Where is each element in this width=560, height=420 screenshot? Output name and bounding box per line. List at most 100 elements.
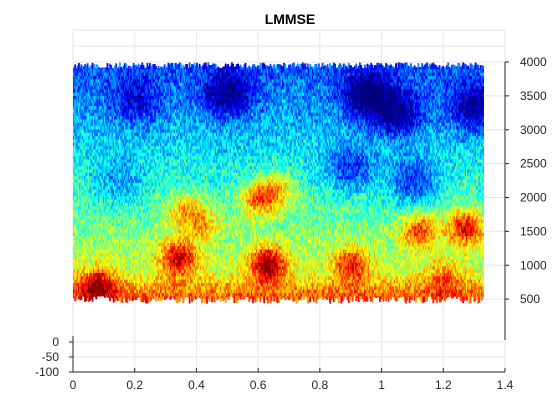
- surface-cell: [100, 118, 103, 123]
- surface-cell: [96, 252, 99, 257]
- surface-cell: [100, 105, 103, 110]
- surface-cell: [111, 282, 114, 287]
- surface-cell: [110, 115, 113, 120]
- surface-cell: [110, 112, 113, 117]
- surface-cell: [135, 242, 138, 247]
- surface-cell: [137, 262, 140, 267]
- surface-cell: [122, 262, 125, 267]
- surface-cell: [90, 102, 93, 107]
- surface-cell: [91, 239, 94, 243]
- surface-cell: [77, 78, 80, 83]
- surface-cell: [77, 292, 80, 297]
- surface-cell: [79, 85, 82, 90]
- surface-cell: [132, 128, 135, 133]
- surface-cell: [85, 232, 88, 237]
- surface-cell: [117, 145, 120, 150]
- surface-cell: [115, 198, 118, 203]
- surface-cell: [120, 218, 123, 223]
- surface-cell: [73, 165, 75, 170]
- surface-cell: [74, 275, 77, 280]
- surface-cell: [74, 192, 77, 197]
- surface-cell: [94, 145, 96, 150]
- surface-cell: [125, 289, 128, 294]
- surface-cell: [116, 222, 119, 227]
- surface-cell: [135, 269, 138, 274]
- surface-cell: [104, 98, 106, 103]
- surface-cell: [92, 249, 95, 253]
- surface-cell: [77, 178, 80, 183]
- surface-cell: [89, 105, 92, 110]
- surface-cell: [126, 229, 129, 233]
- spectrogram-surface: [73, 62, 484, 304]
- surface-cell: [117, 155, 120, 160]
- surface-cell: [85, 245, 88, 250]
- surface-cell: [81, 138, 84, 143]
- surface-cell: [77, 168, 80, 173]
- surface-cell: [119, 205, 121, 210]
- surface-cell: [82, 249, 85, 253]
- surface-cell: [95, 255, 98, 260]
- surface-cell: [105, 85, 108, 90]
- surface-cell: [119, 282, 121, 287]
- surface-cell: [89, 279, 92, 284]
- surface-cell: [77, 198, 80, 203]
- surface-cell: [84, 142, 87, 147]
- surface-cell: [114, 85, 116, 90]
- surface-cell: [110, 178, 113, 183]
- surface-cell: [114, 195, 116, 200]
- surface-cell: [131, 82, 134, 87]
- surface-cell: [109, 75, 111, 80]
- surface-cell: [119, 132, 121, 137]
- surface-cell: [102, 218, 105, 223]
- surface-cell: [77, 218, 80, 223]
- surface-cell: [102, 212, 105, 217]
- surface-cell: [101, 72, 104, 77]
- surface-cell: [75, 178, 78, 183]
- surface-cell: [77, 95, 80, 100]
- surface-cell: [81, 222, 84, 227]
- surface-cell: [86, 202, 89, 207]
- surface-cell: [114, 138, 116, 143]
- surface-cell: [111, 108, 114, 113]
- surface-cell: [91, 192, 94, 197]
- surface-cell: [102, 208, 105, 213]
- surface-cell: [135, 105, 138, 110]
- surface-cell: [73, 205, 75, 210]
- surface-cell: [94, 172, 96, 177]
- surface-cell: [100, 289, 103, 294]
- surface-cell: [116, 225, 119, 230]
- surface-cell: [84, 282, 87, 287]
- surface-cell: [73, 88, 75, 93]
- surface-cell: [116, 182, 119, 187]
- surface-cell: [111, 135, 114, 140]
- surface-cell: [121, 112, 124, 117]
- surface-cell: [87, 205, 90, 210]
- surface-cell: [89, 262, 92, 267]
- surface-cell: [110, 165, 113, 170]
- surface-cell: [97, 92, 100, 97]
- surface-cell: [128, 128, 131, 133]
- surface-cell: [97, 172, 100, 177]
- surface-cell: [80, 229, 83, 233]
- surface-cell: [123, 122, 126, 127]
- surface-cell: [73, 225, 75, 230]
- surface-cell: [85, 175, 88, 180]
- surface-cell: [119, 289, 121, 294]
- surface-cell: [116, 272, 119, 277]
- surface-cell: [89, 289, 92, 294]
- surface-cell: [109, 249, 111, 253]
- surface-cell: [92, 215, 95, 220]
- surface-cell: [96, 102, 99, 107]
- axes-box: [72, 29, 506, 47]
- surface-cell: [86, 172, 89, 177]
- surface-cell: [91, 279, 94, 284]
- surface-cell: [116, 249, 119, 253]
- surface-cell: [115, 285, 118, 290]
- surface-cell: [123, 98, 126, 103]
- surface-cell: [111, 138, 114, 143]
- surface-cell: [122, 282, 125, 287]
- surface-cell: [86, 262, 89, 267]
- surface-cell: [112, 269, 115, 274]
- surface-cell: [120, 262, 123, 267]
- surface-cell: [135, 289, 138, 294]
